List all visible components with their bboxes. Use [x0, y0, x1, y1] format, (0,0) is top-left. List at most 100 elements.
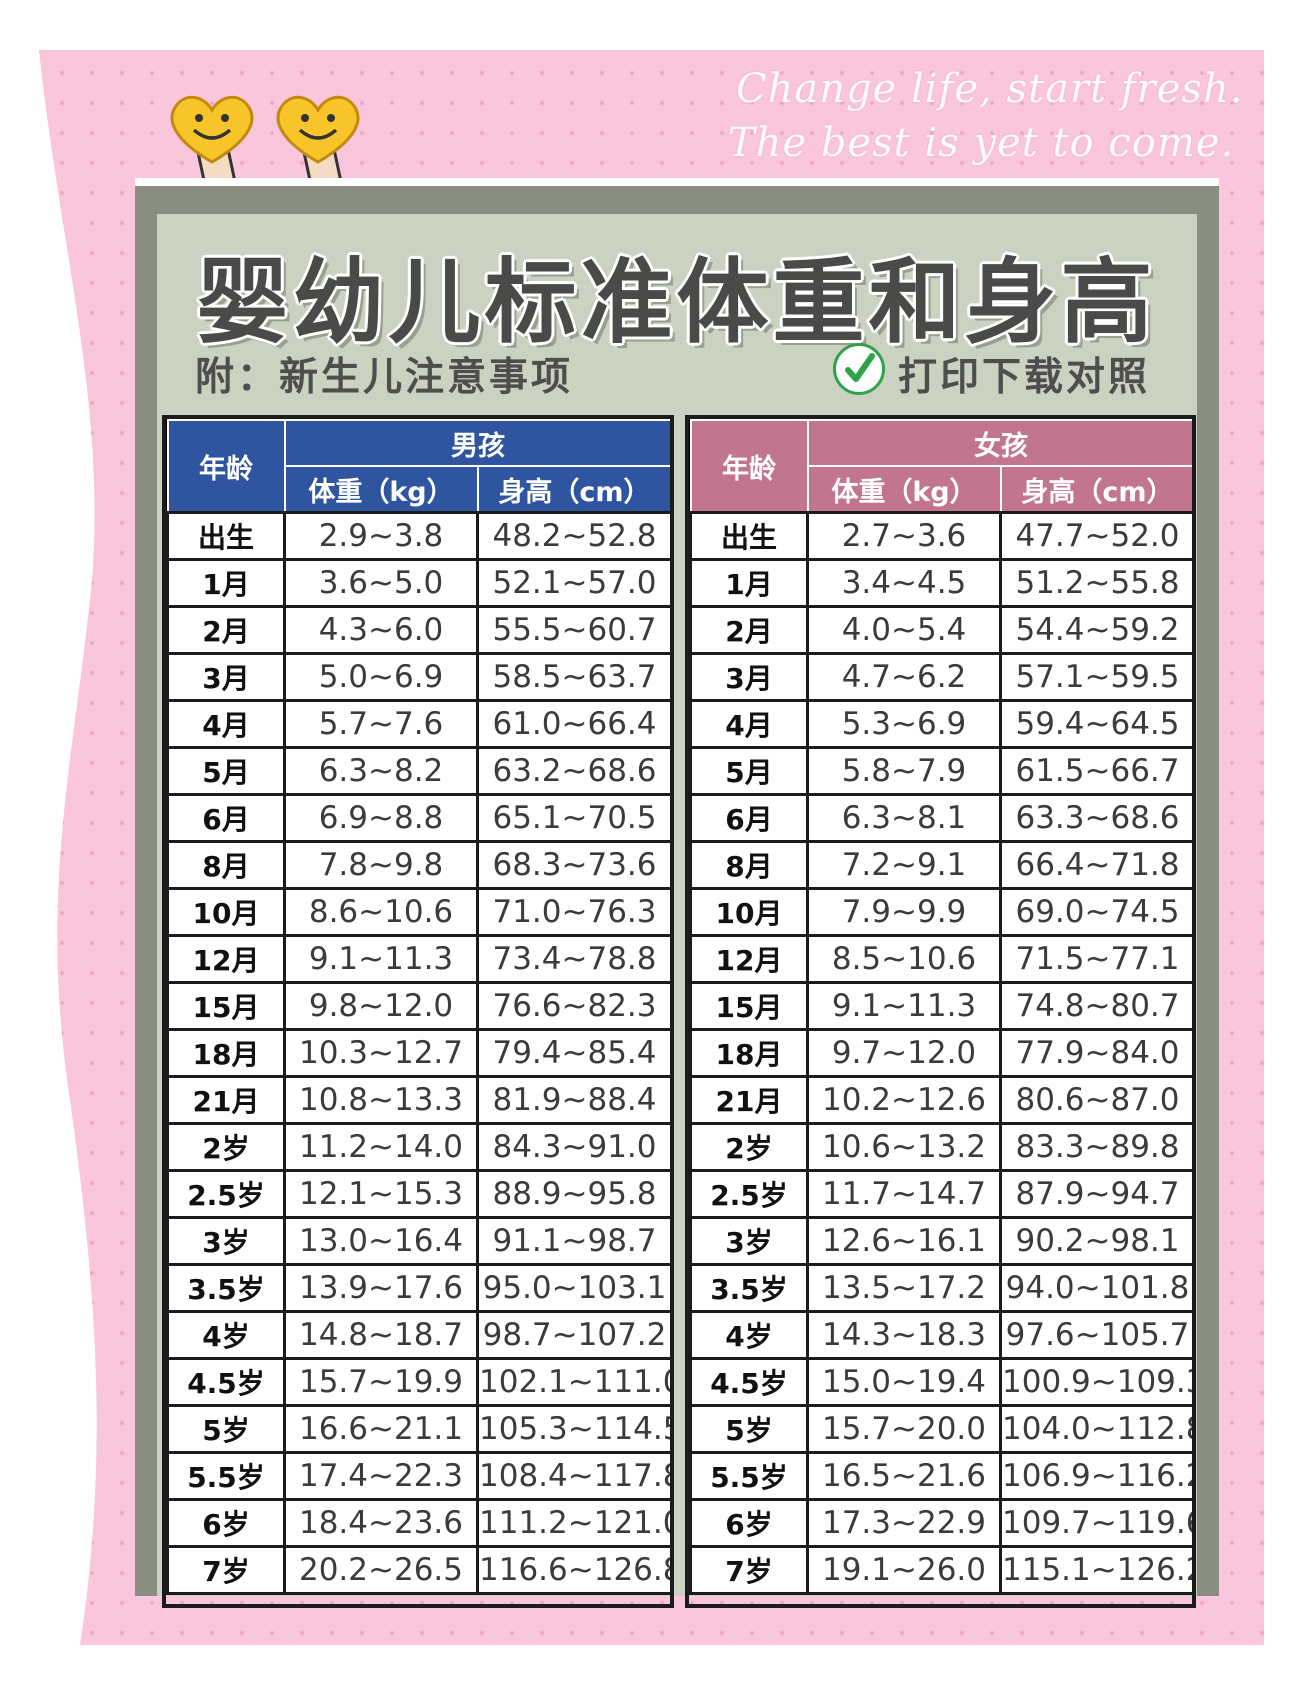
table-row: 7岁 20.2~26.5 116.6~126.8	[166, 1545, 670, 1595]
weight-range-cell: 5.7~7.6	[283, 699, 479, 749]
age-cell: 21月	[166, 1075, 286, 1125]
age-cell: 出生	[689, 511, 809, 561]
height-range-cell: 91.1~98.7	[476, 1216, 670, 1266]
table-row: 10月 8.6~10.6 71.0~76.3	[166, 887, 670, 937]
height-range-cell: 54.4~59.2	[999, 605, 1192, 655]
height-range-cell: 76.6~82.3	[476, 981, 670, 1031]
girls-subheader-row: 体重（kg） 身高（cm）	[691, 465, 1192, 514]
weight-range-cell: 2.7~3.6	[806, 511, 1002, 561]
age-cell: 6岁	[689, 1498, 809, 1548]
weight-range-cell: 3.6~5.0	[283, 558, 479, 608]
height-range-cell: 71.5~77.1	[999, 934, 1192, 984]
age-cell: 2月	[166, 605, 286, 655]
weight-range-cell: 13.5~17.2	[806, 1263, 1002, 1313]
weight-range-cell: 14.8~18.7	[283, 1310, 479, 1360]
age-cell: 12月	[689, 934, 809, 984]
height-range-cell: 98.7~107.2	[476, 1310, 670, 1360]
table-row: 5月 5.8~7.9 61.5~66.7	[689, 746, 1192, 796]
boys-table-container: 年龄 男孩 体重（kg） 身高（cm） 出生 2.9~3.8 48.2~52.8 1月 3.6~…	[162, 415, 674, 1608]
table-row: 6岁 17.3~22.9 109.7~119.6	[689, 1498, 1192, 1548]
weight-range-cell: 13.0~16.4	[283, 1216, 479, 1266]
height-range-cell: 55.5~60.7	[476, 605, 670, 655]
height-range-cell: 80.6~87.0	[999, 1075, 1192, 1125]
age-cell: 5.5岁	[689, 1451, 809, 1501]
table-row: 7岁 19.1~26.0 115.1~126.2	[689, 1545, 1192, 1595]
age-cell: 4.5岁	[166, 1357, 286, 1407]
age-cell: 8月	[689, 840, 809, 890]
table-row: 21月 10.8~13.3 81.9~88.4	[166, 1075, 670, 1125]
height-range-cell: 116.6~126.8	[476, 1545, 670, 1595]
age-cell: 10月	[166, 887, 286, 937]
weight-range-cell: 13.9~17.6	[283, 1263, 479, 1313]
table-row: 3岁 13.0~16.4 91.1~98.7	[166, 1216, 670, 1266]
table-row: 2.5岁 12.1~15.3 88.9~95.8	[166, 1169, 670, 1219]
age-cell: 3岁	[689, 1216, 809, 1266]
weight-range-cell: 3.4~4.5	[806, 558, 1002, 608]
weight-range-cell: 4.3~6.0	[283, 605, 479, 655]
weight-range-cell: 16.6~21.1	[283, 1404, 479, 1454]
weight-range-cell: 14.3~18.3	[806, 1310, 1002, 1360]
slogan-line-1: Change life, start fresh.	[736, 66, 1244, 112]
weight-range-cell: 17.3~22.9	[806, 1498, 1002, 1548]
age-cell: 2岁	[689, 1122, 809, 1172]
table-row: 15月 9.8~12.0 76.6~82.3	[166, 981, 670, 1031]
age-cell: 3月	[689, 652, 809, 702]
weight-range-cell: 5.8~7.9	[806, 746, 1002, 796]
age-cell: 5月	[689, 746, 809, 796]
height-range-cell: 97.6~105.7	[999, 1310, 1192, 1360]
weight-range-cell: 9.7~12.0	[806, 1028, 1002, 1078]
table-row: 3.5岁 13.5~17.2 94.0~101.8	[689, 1263, 1192, 1313]
table-row: 4.5岁 15.7~19.9 102.1~111.0	[166, 1357, 670, 1407]
print-download-label: 打印下载对照	[898, 355, 1151, 400]
height-range-cell: 109.7~119.6	[999, 1498, 1192, 1548]
height-range-cell: 83.3~89.8	[999, 1122, 1192, 1172]
table-row: 2月 4.3~6.0 55.5~60.7	[166, 605, 670, 655]
table-row: 1月 3.6~5.0 52.1~57.0	[166, 558, 670, 608]
weight-range-cell: 9.1~11.3	[283, 934, 479, 984]
weight-range-cell: 19.1~26.0	[806, 1545, 1002, 1595]
table-row: 18月 9.7~12.0 77.9~84.0	[689, 1028, 1192, 1078]
table-row: 8月 7.2~9.1 66.4~71.8	[689, 840, 1192, 890]
age-cell: 8月	[166, 840, 286, 890]
table-row: 21月 10.2~12.6 80.6~87.0	[689, 1075, 1192, 1125]
age-cell: 6月	[166, 793, 286, 843]
table-row: 3月 5.0~6.9 58.5~63.7	[166, 652, 670, 702]
weight-range-cell: 20.2~26.5	[283, 1545, 479, 1595]
age-cell: 7岁	[689, 1545, 809, 1595]
table-row: 2.5岁 11.7~14.7 87.9~94.7	[689, 1169, 1192, 1219]
age-cell: 7岁	[166, 1545, 286, 1595]
age-cell: 3月	[166, 652, 286, 702]
smiley-heart-icon	[276, 95, 360, 185]
weight-range-cell: 10.6~13.2	[806, 1122, 1002, 1172]
weight-range-cell: 2.9~3.8	[283, 511, 479, 561]
table-row: 6岁 18.4~23.6 111.2~121.0	[166, 1498, 670, 1548]
slogan-line-2: The best is yet to come.	[728, 120, 1235, 166]
weight-range-cell: 7.2~9.1	[806, 840, 1002, 890]
age-cell: 4.5岁	[689, 1357, 809, 1407]
height-range-cell: 68.3~73.6	[476, 840, 670, 890]
age-cell: 1月	[689, 558, 809, 608]
table-row: 12月 9.1~11.3 73.4~78.8	[166, 934, 670, 984]
girls-group-header: 女孩	[806, 419, 1192, 467]
page-title: 婴幼儿标准体重和身高	[196, 249, 1157, 356]
table-row: 10月 7.9~9.9 69.0~74.5	[689, 887, 1192, 937]
age-cell: 15月	[166, 981, 286, 1031]
weight-range-cell: 7.8~9.8	[283, 840, 479, 890]
height-range-cell: 59.4~64.5	[999, 699, 1192, 749]
age-cell: 2月	[689, 605, 809, 655]
table-row: 5岁 16.6~21.1 105.3~114.5	[166, 1404, 670, 1454]
age-cell: 3岁	[166, 1216, 286, 1266]
weight-range-cell: 10.3~12.7	[283, 1028, 479, 1078]
height-range-cell: 57.1~59.5	[999, 652, 1192, 702]
age-cell: 3.5岁	[166, 1263, 286, 1313]
table-row: 6月 6.9~8.8 65.1~70.5	[166, 793, 670, 843]
age-cell: 6月	[689, 793, 809, 843]
boys-table: 年龄 男孩 体重（kg） 身高（cm） 出生 2.9~3.8 48.2~52.8 1月 3.6~…	[166, 419, 670, 1595]
age-cell: 4月	[166, 699, 286, 749]
height-range-cell: 65.1~70.5	[476, 793, 670, 843]
subtitle-note: 附：新生儿注意事项	[195, 355, 574, 400]
girls-table: 年龄 女孩 体重（kg） 身高（cm） 出生 2.7~3.6 47.7~52.0 1月 3.4~…	[689, 419, 1192, 1595]
girls-header-row: 年龄 女孩	[689, 419, 1192, 514]
age-cell: 4月	[689, 699, 809, 749]
weight-range-cell: 8.5~10.6	[806, 934, 1002, 984]
